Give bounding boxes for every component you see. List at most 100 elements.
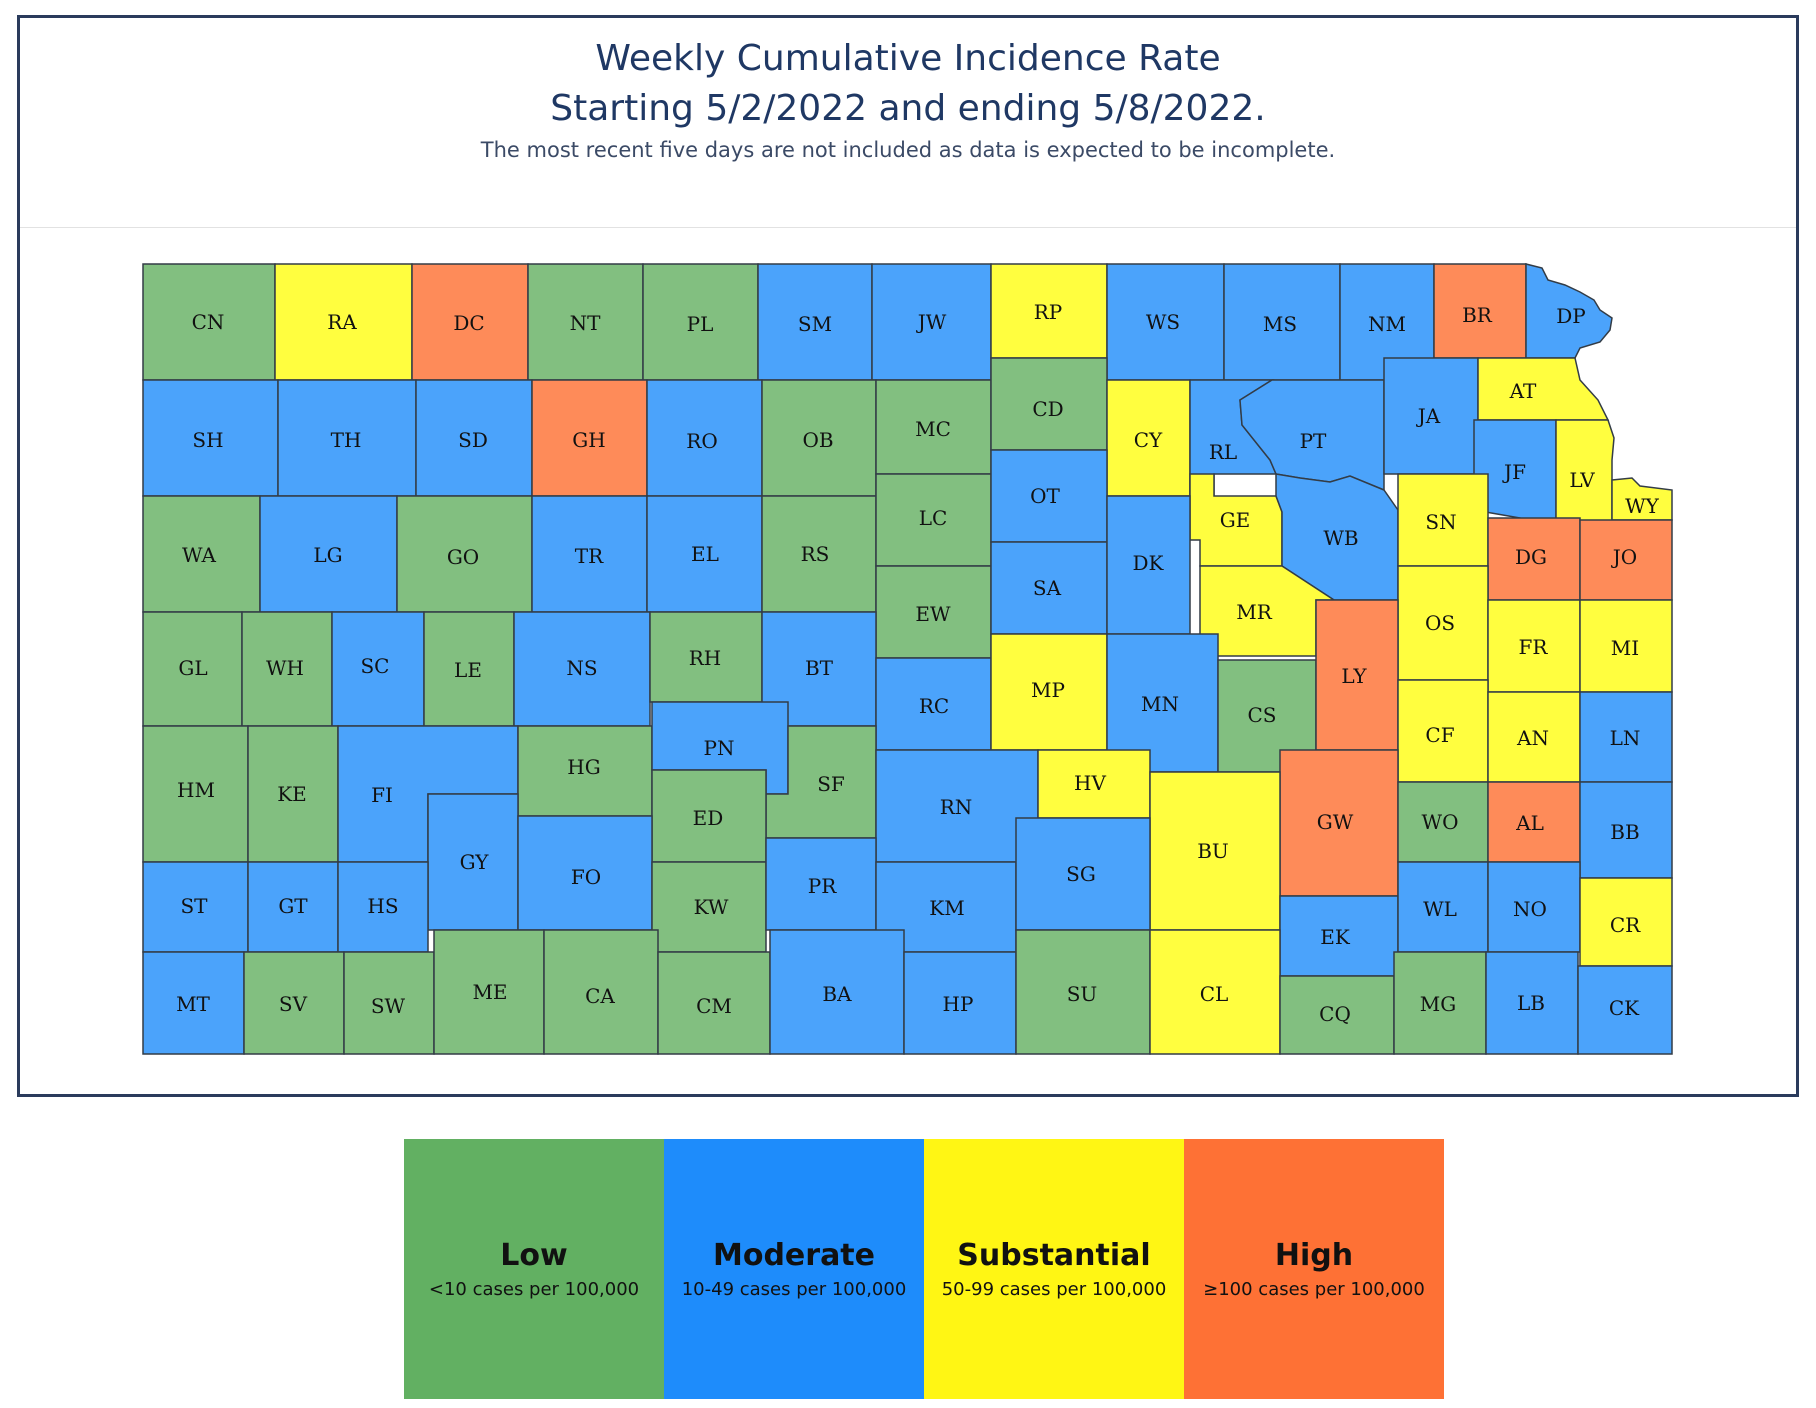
county-th[interactable]: TH [277, 379, 417, 497]
county-ca[interactable]: CA [543, 929, 659, 1055]
county-ke[interactable]: KE [247, 725, 339, 863]
county-ot[interactable]: OT [990, 449, 1108, 543]
county-go[interactable]: GO [396, 495, 533, 613]
county-mr[interactable]: MR [1199, 565, 1337, 657]
county-bb[interactable]: BB [1579, 781, 1673, 879]
county-jo[interactable]: JO [1579, 519, 1673, 601]
county-at[interactable]: AT [1477, 357, 1610, 421]
county-mi[interactable]: MI [1579, 599, 1673, 693]
county-lb[interactable]: LB [1485, 951, 1579, 1055]
county-nm[interactable]: NM [1339, 263, 1435, 381]
county-ro[interactable]: RO [646, 379, 763, 497]
county-st[interactable]: ST [142, 861, 249, 953]
county-su[interactable]: SU [1015, 929, 1151, 1055]
county-ms[interactable]: MS [1223, 263, 1341, 381]
county-ew[interactable]: EW [875, 565, 992, 659]
county-ge[interactable]: GE [1189, 473, 1283, 567]
county-wa[interactable]: WA [142, 495, 261, 613]
county-lg[interactable]: LG [259, 495, 398, 613]
county-cd[interactable]: CD [990, 357, 1108, 451]
county-wy[interactable]: WY [1611, 477, 1673, 521]
county-cl[interactable]: CL [1149, 929, 1281, 1055]
county-jw[interactable]: JW [871, 263, 992, 381]
county-sg[interactable]: SG [1015, 817, 1151, 931]
county-sa[interactable]: SA [990, 541, 1108, 635]
county-pr[interactable]: PR [765, 837, 877, 931]
county-gy[interactable]: GY [427, 793, 519, 931]
county-cq[interactable]: CQ [1279, 975, 1395, 1055]
county-ck[interactable]: CK [1577, 965, 1673, 1055]
county-hp[interactable]: HP [903, 951, 1017, 1055]
county-pt[interactable]: PT [1239, 379, 1385, 492]
county-ob[interactable]: OB [761, 379, 877, 497]
county-sw[interactable]: SW [343, 951, 435, 1055]
county-sd[interactable]: SD [415, 379, 533, 497]
county-hg[interactable]: HG [517, 725, 653, 817]
county-ja[interactable]: JA [1383, 357, 1479, 475]
county-dc[interactable]: DC [411, 263, 529, 381]
county-rp[interactable]: RP [990, 263, 1108, 359]
county-hs[interactable]: HS [337, 861, 429, 953]
county-cf[interactable]: CF [1397, 679, 1489, 783]
county-shape[interactable] [1477, 357, 1610, 421]
county-al[interactable]: AL [1487, 781, 1581, 863]
county-shape[interactable] [1577, 965, 1673, 1055]
county-hm[interactable]: HM [142, 725, 249, 863]
county-mg[interactable]: MG [1393, 951, 1487, 1055]
county-sm[interactable]: SM [757, 263, 873, 381]
county-sn[interactable]: SN [1397, 473, 1489, 567]
county-cm[interactable]: CM [657, 951, 771, 1055]
county-wh[interactable]: WH [241, 611, 333, 727]
county-wb[interactable]: WB [1275, 473, 1399, 601]
county-fr[interactable]: FR [1487, 599, 1581, 693]
county-me[interactable]: ME [433, 929, 545, 1055]
county-ws[interactable]: WS [1106, 263, 1225, 381]
county-ed[interactable]: ED [651, 769, 767, 863]
county-os[interactable]: OS [1397, 565, 1489, 681]
county-gt[interactable]: GT [247, 861, 339, 953]
county-rn[interactable]: RN [875, 749, 1039, 863]
county-el[interactable]: EL [646, 495, 763, 613]
county-ra[interactable]: RA [274, 263, 413, 381]
county-gw[interactable]: GW [1279, 749, 1399, 897]
county-ba[interactable]: BA [769, 929, 905, 1055]
county-wo[interactable]: WO [1397, 781, 1489, 863]
county-dk[interactable]: DK [1106, 495, 1191, 635]
county-ln[interactable]: LN [1579, 691, 1673, 783]
county-an[interactable]: AN [1487, 691, 1581, 783]
county-sc[interactable]: SC [331, 611, 425, 727]
county-wl[interactable]: WL [1397, 861, 1489, 953]
county-lc[interactable]: LC [875, 473, 992, 567]
county-hv[interactable]: HV [1037, 749, 1151, 819]
county-lv[interactable]: LV [1555, 419, 1615, 542]
county-rh[interactable]: RH [649, 611, 763, 703]
county-cn[interactable]: CN [142, 263, 276, 381]
county-rs[interactable]: RS [761, 495, 877, 613]
county-gl[interactable]: GL [142, 611, 243, 727]
county-le[interactable]: LE [423, 611, 515, 727]
county-cr[interactable]: CR [1579, 877, 1673, 967]
county-mp[interactable]: MP [990, 633, 1108, 751]
county-br[interactable]: BR [1433, 263, 1527, 359]
county-ly[interactable]: LY [1315, 599, 1399, 751]
county-ns[interactable]: NS [513, 611, 651, 727]
county-gh[interactable]: GH [531, 379, 648, 497]
county-ek[interactable]: EK [1279, 895, 1399, 977]
county-jf[interactable]: JF [1473, 419, 1557, 529]
county-sv[interactable]: SV [243, 951, 345, 1055]
county-dp[interactable]: DP [1525, 263, 1613, 359]
county-no[interactable]: NO [1487, 861, 1581, 953]
county-fo[interactable]: FO [517, 815, 653, 931]
county-km[interactable]: KM [875, 861, 1017, 953]
county-bt[interactable]: BT [761, 611, 877, 727]
county-shape[interactable] [1525, 263, 1613, 359]
county-mt[interactable]: MT [142, 951, 245, 1055]
county-rc[interactable]: RC [875, 657, 992, 751]
county-kw[interactable]: KW [651, 861, 767, 953]
county-sh[interactable]: SH [142, 379, 279, 497]
county-nt[interactable]: NT [527, 263, 644, 381]
county-cy[interactable]: CY [1106, 379, 1191, 497]
county-mc[interactable]: MC [875, 379, 992, 475]
county-dg[interactable]: DG [1487, 517, 1581, 601]
county-pl[interactable]: PL [642, 263, 759, 381]
